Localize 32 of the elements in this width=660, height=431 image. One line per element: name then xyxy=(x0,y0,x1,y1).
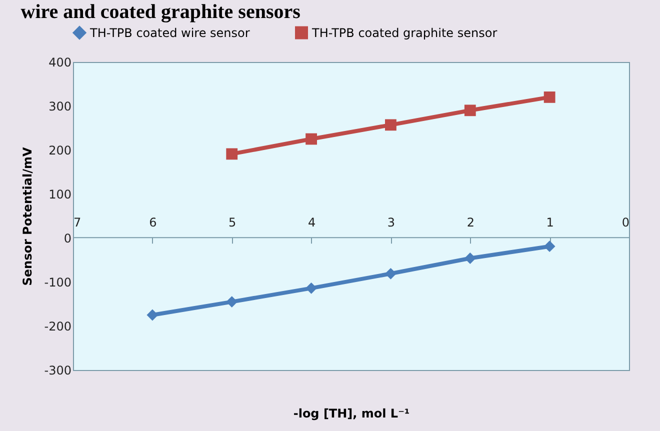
point xyxy=(306,282,317,294)
y-tick-label: 0 xyxy=(64,232,72,246)
legend-label: TH-TPB coated wire sensor xyxy=(89,26,250,40)
y-tick-label: -100 xyxy=(44,276,72,290)
x-axis-title: -log [TH], mol L⁻¹ xyxy=(293,406,410,420)
x-tick-label: 7 xyxy=(74,216,82,230)
x-tick-label: 1 xyxy=(546,216,554,230)
y-tick-label: 200 xyxy=(48,144,72,158)
y-tick-label: 100 xyxy=(48,188,72,202)
chart-title: wire and coated graphite sensors xyxy=(20,1,301,23)
point xyxy=(385,119,396,131)
point xyxy=(306,133,317,145)
x-tick-label: 2 xyxy=(466,216,474,230)
x-tick-label: 5 xyxy=(228,216,236,230)
point xyxy=(146,309,158,321)
y-tick-label: 300 xyxy=(48,100,72,114)
y-tick-label: -200 xyxy=(44,320,72,334)
point xyxy=(544,240,556,252)
x-tick-label: 4 xyxy=(308,216,316,230)
legend-label: TH-TPB coated graphite sensor xyxy=(311,26,498,40)
point xyxy=(385,268,396,280)
y-tick-label: -300 xyxy=(44,364,72,378)
y-axis-title: Sensor Potential/mV xyxy=(20,146,34,286)
point xyxy=(464,252,476,264)
x-tick-label: 6 xyxy=(149,216,157,230)
point xyxy=(226,296,238,308)
x-tick-label: 0 xyxy=(622,216,630,230)
y-tick-label: 400 xyxy=(48,56,72,70)
point xyxy=(464,104,476,116)
point xyxy=(544,92,556,103)
x-tick-label: 3 xyxy=(387,216,396,230)
point xyxy=(226,148,238,160)
